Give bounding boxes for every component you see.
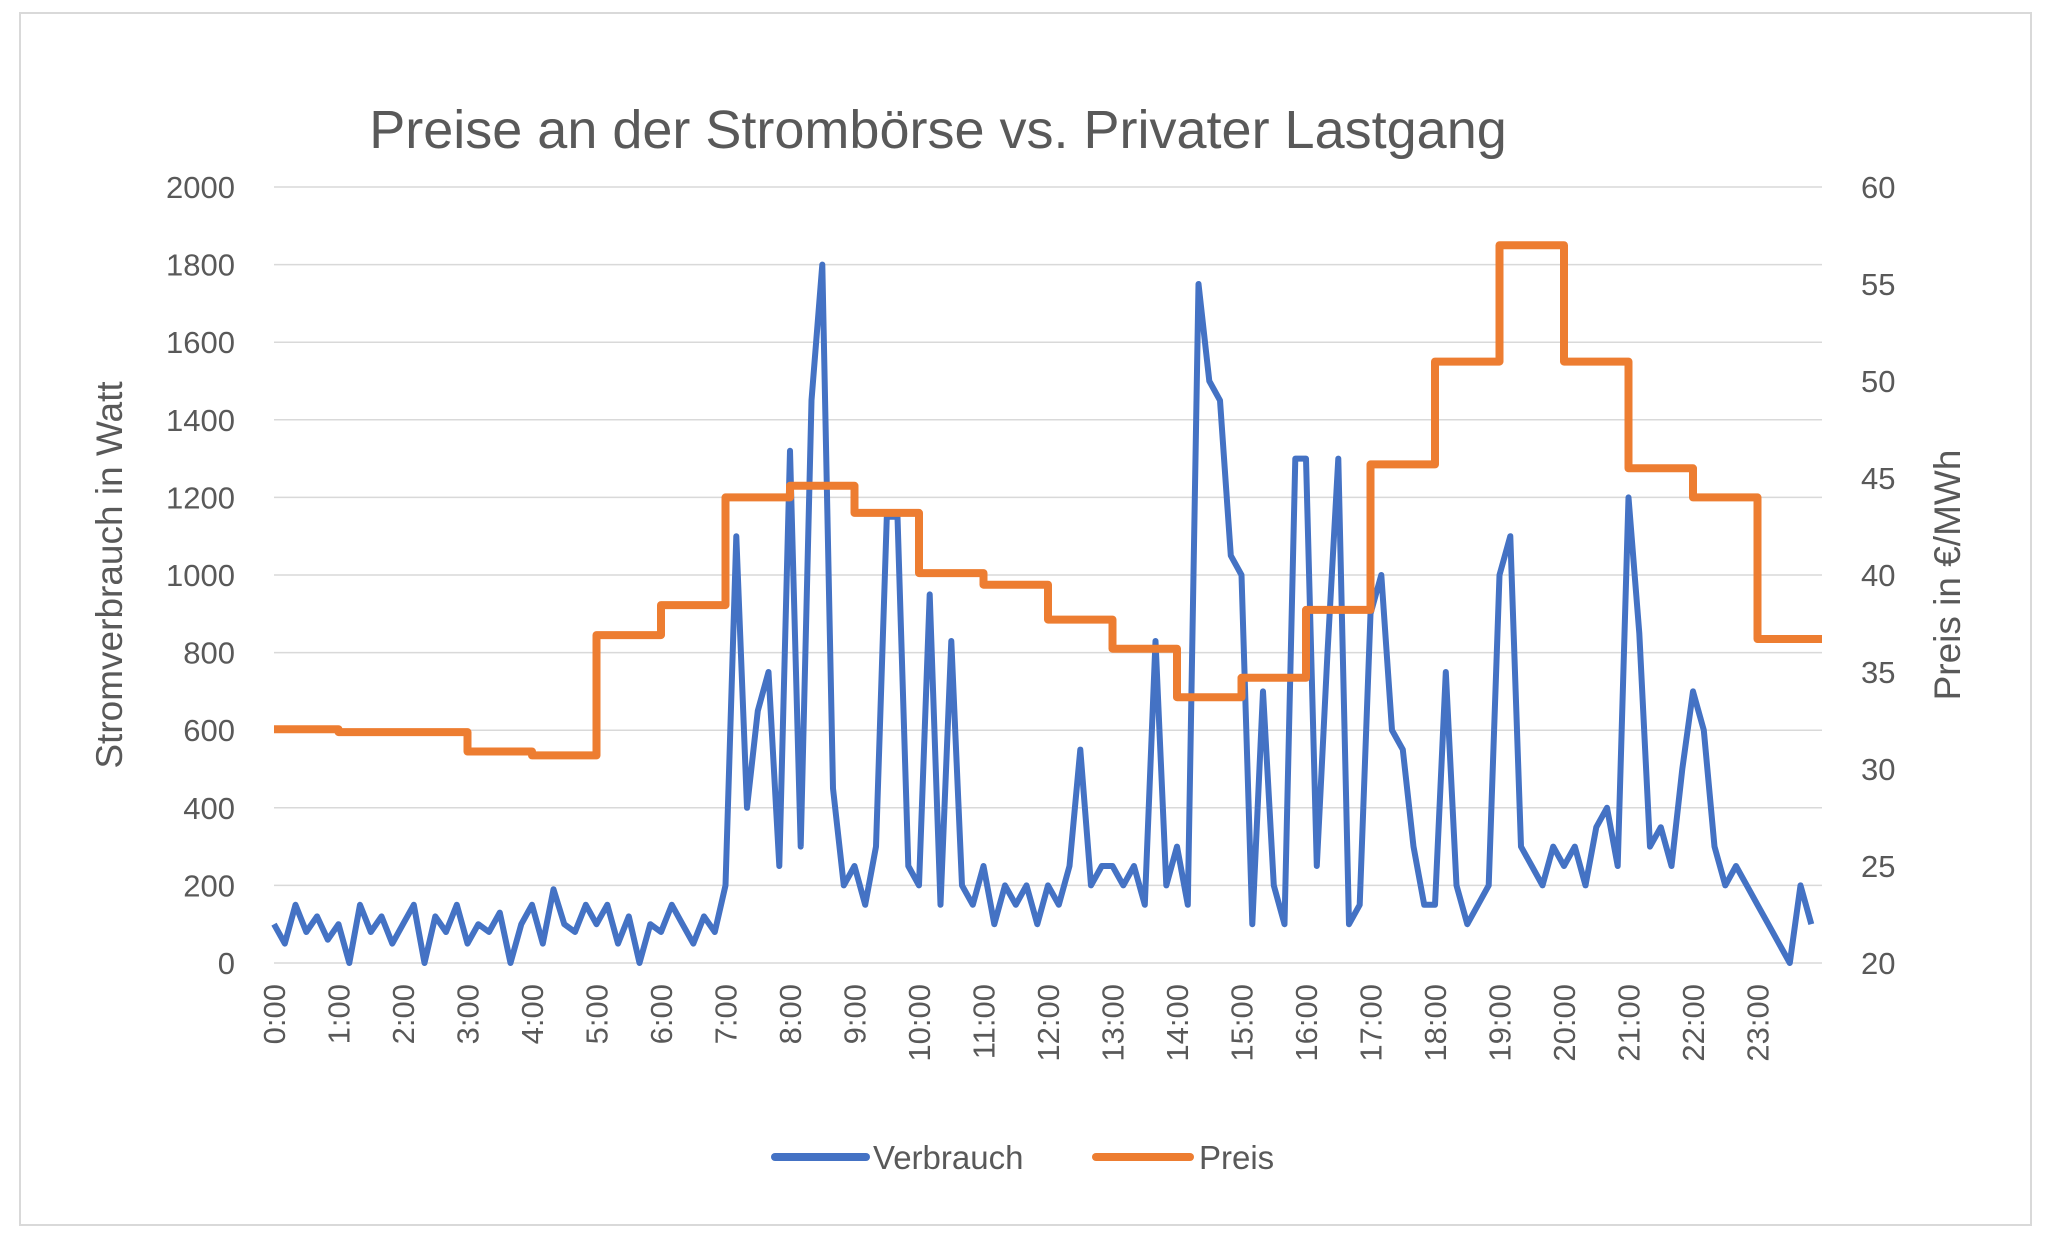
x-tick-label: 17:00	[1354, 984, 1389, 1062]
y-tick-label: 400	[183, 791, 235, 826]
x-tick-label: 3:00	[451, 984, 486, 1044]
y-tick-label: 1600	[166, 325, 235, 360]
y2-tick-label: 30	[1861, 752, 1895, 787]
gridlines	[274, 186, 1822, 964]
y-tick-label: 800	[183, 636, 235, 671]
x-tick-label: 20:00	[1547, 984, 1582, 1062]
x-tick-label: 6:00	[644, 984, 679, 1044]
y-tick-label: 600	[183, 713, 235, 748]
x-tick-label: 1:00	[322, 984, 357, 1044]
y2-tick-label: 60	[1861, 170, 1895, 205]
y2-tick-label: 50	[1861, 364, 1895, 399]
x-tick-label: 8:00	[773, 984, 808, 1044]
series-verbrauch-line	[271, 261, 1815, 966]
x-tick-label: 11:00	[967, 984, 1002, 1059]
x-tick-label: 21:00	[1612, 984, 1647, 1062]
x-tick-label: 0:00	[257, 984, 292, 1044]
x-tick-label: 22:00	[1676, 984, 1711, 1062]
legend: Verbrauch Preis	[771, 1139, 1274, 1176]
x-tick-label: 4:00	[515, 984, 550, 1044]
legend-preis-label: Preis	[1199, 1139, 1274, 1176]
x-axis: 0:00 1:00 2:00 3:00 4:00 5:00 6:00 7:00 8:00 9:00…	[257, 984, 1776, 1062]
x-tick-label: 15:00	[1225, 984, 1260, 1062]
y2-tick-label: 35	[1861, 655, 1895, 690]
chart-border	[19, 12, 2032, 1226]
x-tick-label: 7:00	[709, 984, 744, 1044]
x-tick-label: 2:00	[386, 984, 421, 1044]
y-tick-label: 1800	[166, 248, 235, 283]
x-tick-label: 10:00	[902, 984, 937, 1062]
y-axis-right: 20 25 30 35 40 45 50 55 60	[1861, 170, 1895, 981]
y-axis-right-title: Preis in €/MWh	[1927, 450, 1968, 701]
y2-tick-label: 25	[1861, 849, 1895, 884]
y-tick-label: 1400	[166, 403, 235, 438]
y-axis-left-title: Stromverbrauch in Watt	[89, 381, 130, 769]
y-tick-label: 2000	[166, 170, 235, 205]
y2-tick-label: 55	[1861, 267, 1895, 302]
chart-title: Preise an der Strombörse vs. Privater La…	[369, 100, 1507, 160]
y-tick-label: 1000	[166, 558, 235, 593]
x-tick-label: 19:00	[1483, 984, 1518, 1062]
x-tick-label: 18:00	[1418, 984, 1453, 1062]
plot-series	[271, 241, 1822, 966]
x-tick-label: 9:00	[838, 984, 873, 1044]
x-tick-label: 13:00	[1096, 984, 1131, 1062]
x-tick-label: 12:00	[1031, 984, 1066, 1062]
y2-tick-label: 40	[1861, 558, 1895, 593]
y-tick-label: 1200	[166, 480, 235, 515]
legend-verbrauch-label: Verbrauch	[873, 1139, 1023, 1176]
series-preis-line	[274, 241, 1822, 760]
y-tick-label: 0	[218, 946, 235, 981]
x-tick-label: 23:00	[1741, 984, 1776, 1062]
y-tick-label: 200	[183, 868, 235, 903]
y2-tick-label: 45	[1861, 461, 1895, 496]
y-axis-left: 0 200 400 600 800 1000 1200 1400 1600 1800 2000	[166, 170, 235, 981]
x-tick-label: 14:00	[1160, 984, 1195, 1062]
y2-tick-label: 20	[1861, 946, 1895, 981]
x-tick-label: 5:00	[580, 984, 615, 1044]
x-tick-label: 16:00	[1289, 984, 1324, 1062]
